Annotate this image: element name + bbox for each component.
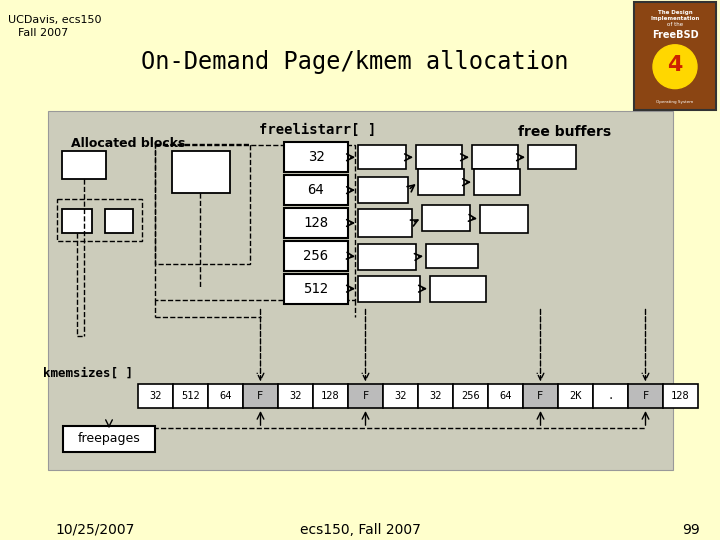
Text: 64: 64 [220, 391, 232, 401]
Text: 512: 512 [181, 391, 200, 401]
Text: UCDavis, ecs150: UCDavis, ecs150 [8, 15, 102, 25]
Text: 32: 32 [149, 391, 162, 401]
Bar [422, 205, 470, 231]
Text: 32: 32 [429, 391, 442, 401]
Bar [628, 384, 663, 408]
Bar [155, 144, 250, 264]
Text: 32: 32 [307, 150, 325, 164]
Text: ecs150, Fall 2007: ecs150, Fall 2007 [300, 523, 420, 537]
Bar [593, 384, 628, 408]
Bar [284, 241, 348, 271]
Bar [62, 209, 92, 233]
Text: 128: 128 [303, 216, 328, 230]
Bar [523, 384, 558, 408]
Text: 32: 32 [289, 391, 302, 401]
Text: kmemsizes[ ]: kmemsizes[ ] [43, 366, 133, 379]
Bar [243, 384, 278, 408]
Text: 128: 128 [321, 391, 340, 401]
Bar [358, 145, 406, 169]
Bar [348, 384, 383, 408]
Bar [426, 244, 478, 268]
Circle shape [653, 45, 697, 89]
Text: 64: 64 [499, 391, 512, 401]
Bar [155, 145, 355, 300]
Bar [358, 244, 416, 270]
Text: Implementation: Implementation [650, 16, 700, 21]
Text: 32: 32 [395, 391, 407, 401]
Bar [63, 426, 155, 452]
Bar [57, 199, 142, 241]
Text: On-Demand Page/kmem allocation: On-Demand Page/kmem allocation [141, 50, 569, 74]
Bar [138, 384, 173, 408]
Text: 2K: 2K [570, 391, 582, 401]
Text: 512: 512 [303, 282, 328, 296]
Text: 256: 256 [303, 249, 328, 263]
Bar [472, 145, 518, 169]
Text: freepages: freepages [78, 433, 140, 446]
Text: F: F [642, 391, 649, 401]
Text: 99: 99 [683, 523, 700, 537]
Bar [358, 276, 420, 302]
Text: freelistarr[ ]: freelistarr[ ] [259, 124, 377, 138]
Bar [488, 384, 523, 408]
Text: The Design: The Design [657, 10, 693, 15]
Bar [48, 111, 673, 470]
Bar [474, 169, 520, 195]
Bar [278, 384, 313, 408]
Bar [208, 384, 243, 408]
Bar [105, 209, 133, 233]
Bar [62, 151, 106, 179]
Bar [358, 209, 412, 237]
Bar [634, 2, 716, 110]
Bar [453, 384, 488, 408]
Text: 64: 64 [307, 183, 325, 197]
Bar [528, 145, 576, 169]
Bar [418, 384, 453, 408]
Bar [663, 384, 698, 408]
Text: 4: 4 [667, 55, 683, 75]
Bar [284, 175, 348, 205]
Text: 10/25/2007: 10/25/2007 [55, 523, 135, 537]
Text: F: F [257, 391, 264, 401]
Bar [172, 151, 230, 193]
Text: .: . [608, 391, 613, 401]
Bar [173, 384, 208, 408]
Bar [284, 274, 348, 303]
Text: free buffers: free buffers [518, 125, 611, 139]
Bar [358, 177, 408, 203]
Bar [636, 4, 714, 34]
Bar [284, 208, 348, 238]
Bar [383, 384, 418, 408]
Bar [480, 205, 528, 233]
Bar [416, 145, 462, 169]
Text: FreeBSD: FreeBSD [652, 30, 698, 40]
Text: F: F [362, 391, 369, 401]
Text: Fall 2007: Fall 2007 [18, 28, 68, 38]
Text: Operating System: Operating System [657, 99, 693, 104]
Bar [284, 143, 348, 172]
Bar [558, 384, 593, 408]
Bar [313, 384, 348, 408]
Text: Allocated blocks: Allocated blocks [71, 137, 185, 150]
Text: 128: 128 [671, 391, 690, 401]
Bar [418, 169, 464, 195]
Text: of the: of the [667, 22, 683, 27]
Text: F: F [537, 391, 544, 401]
Text: 256: 256 [461, 391, 480, 401]
Bar [430, 276, 486, 302]
